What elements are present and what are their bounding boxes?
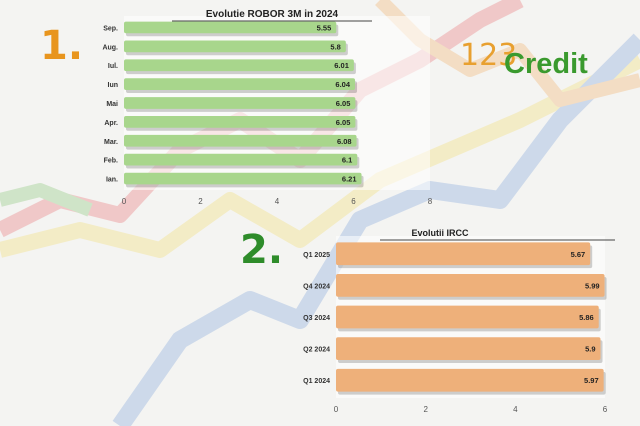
robor-category-label: Iun [108, 82, 119, 89]
ircc-bar [336, 242, 591, 266]
robor-value-label: 6.04 [335, 80, 350, 89]
robor-bar [124, 78, 356, 90]
ircc-category-label: Q1 2024 [303, 378, 330, 385]
ircc-category-label: Q4 2024 [303, 283, 330, 290]
robor-bar [124, 134, 357, 147]
robor-bar [124, 97, 356, 109]
ircc-bar-chart: Evolutii IRCC 0 2 4 6 Q1 2025 5.67 Q4 2024 5.99 Q… [290, 218, 620, 423]
ircc-chart-svg: Evolutii IRCC 0 2 4 6 Q1 2025 5.67 Q4 2024 5.99 Q… [303, 228, 615, 414]
ircc-bar [336, 305, 599, 329]
ircc-category-label: Q2 2024 [303, 347, 330, 354]
robor-x-tick-label: 6 [351, 197, 356, 206]
robor-value-label: 6.05 [336, 99, 351, 108]
robor-bar-chart: Evolutie ROBOR 3M in 2024 0 2 4 6 8 Sep. 5.55 Au… [92, 6, 432, 211]
ircc-title: Evolutii IRCC [411, 228, 469, 238]
robor-chart-svg: Evolutie ROBOR 3M in 2024 0 2 4 6 8 Sep. 5.55 Au… [102, 9, 433, 206]
brand-logo: 123 Credit [460, 34, 610, 84]
ircc-bar [336, 337, 601, 360]
robor-bar [124, 172, 362, 185]
ircc-bar [336, 274, 605, 297]
robor-bar [124, 153, 358, 166]
robor-x-tick-label: 0 [122, 197, 127, 206]
logo-word: Credit [504, 48, 588, 80]
robor-value-label: 6.01 [334, 61, 349, 70]
ircc-value-label: 5.86 [579, 313, 594, 322]
marker-one: 1. [40, 23, 84, 69]
robor-value-label: 6.05 [336, 118, 351, 127]
marker-two: 2. [240, 227, 284, 273]
ircc-value-label: 5.67 [571, 250, 586, 259]
logo-digits: 123 [460, 38, 518, 73]
robor-value-label: 6.1 [342, 156, 352, 165]
ircc-value-label: 5.99 [585, 281, 600, 290]
robor-category-label: Aug. [102, 44, 118, 51]
robor-x-tick-label: 8 [428, 197, 433, 206]
ircc-x-tick-label: 6 [603, 405, 608, 414]
ircc-x-tick-label: 4 [513, 405, 518, 414]
robor-category-label: Ian. [106, 177, 118, 184]
ircc-bar [336, 368, 604, 392]
robor-value-label: 6.08 [337, 137, 352, 146]
robor-value-label: 6.21 [342, 175, 357, 184]
ircc-category-label: Q3 2024 [303, 315, 330, 322]
robor-bar [124, 59, 354, 72]
robor-bar [124, 21, 337, 34]
robor-category-label: Iul. [108, 63, 118, 70]
robor-value-label: 5.55 [317, 23, 332, 32]
robor-bar [124, 116, 356, 128]
robor-value-label: 5.8 [330, 42, 340, 51]
robor-x-tick-label: 2 [198, 197, 203, 206]
robor-x-tick-label: 4 [275, 197, 280, 206]
robor-category-label: Apr. [104, 120, 118, 127]
ircc-x-tick-label: 0 [334, 405, 339, 414]
robor-category-label: Sep. [103, 25, 118, 32]
ircc-value-label: 5.9 [585, 345, 595, 354]
robor-category-label: Feb. [104, 158, 118, 165]
robor-category-label: Mar. [104, 139, 118, 146]
ircc-category-label: Q1 2025 [303, 252, 330, 259]
robor-bar [124, 40, 346, 53]
ircc-value-label: 5.97 [584, 376, 599, 385]
ircc-x-tick-label: 2 [423, 405, 428, 414]
robor-category-label: Mai [106, 101, 118, 108]
robor-title: Evolutie ROBOR 3M in 2024 [206, 9, 339, 20]
